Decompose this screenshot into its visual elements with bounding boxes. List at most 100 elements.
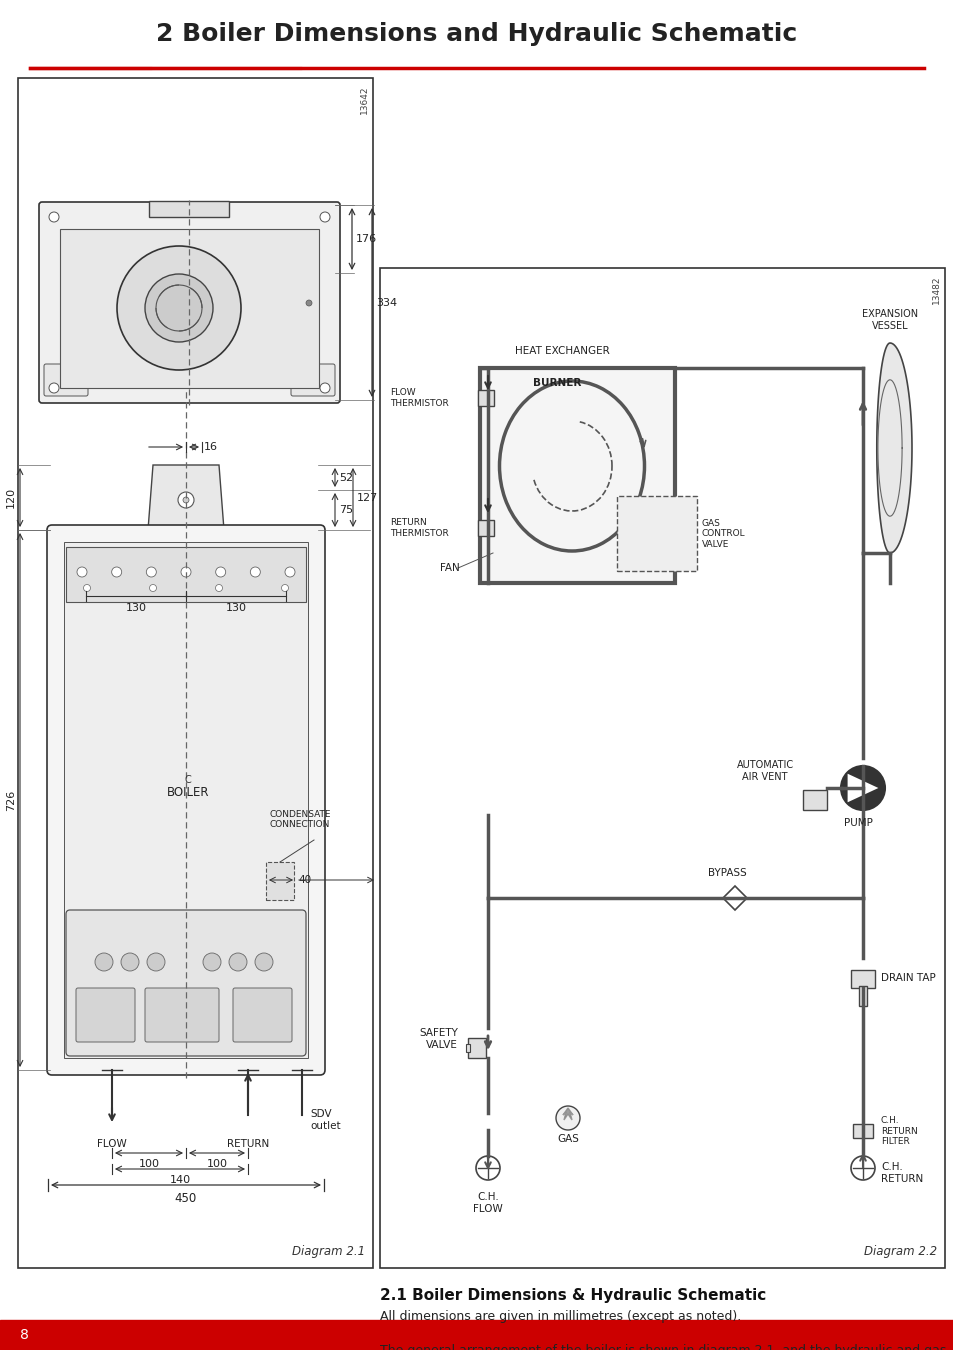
Bar: [852, 1125, 872, 1138]
Circle shape: [285, 567, 294, 576]
Bar: [850, 971, 874, 988]
Circle shape: [84, 585, 91, 591]
Text: C.H.
RETURN: C.H. RETURN: [880, 1162, 923, 1184]
Text: DRAIN TAP: DRAIN TAP: [880, 973, 935, 983]
Polygon shape: [722, 886, 746, 910]
Circle shape: [203, 953, 221, 971]
Circle shape: [112, 567, 122, 576]
Circle shape: [215, 567, 226, 576]
FancyBboxPatch shape: [44, 364, 88, 396]
Circle shape: [319, 383, 330, 393]
Text: PUMP: PUMP: [842, 818, 872, 828]
Text: 75: 75: [338, 505, 353, 514]
Text: 130: 130: [126, 603, 147, 613]
Text: GAS: GAS: [557, 1134, 578, 1143]
Circle shape: [95, 953, 112, 971]
FancyBboxPatch shape: [145, 988, 219, 1042]
Bar: [379, 269, 944, 1268]
Bar: [0, 1320, 953, 1350]
Text: C: C: [185, 775, 192, 784]
Text: 40: 40: [297, 875, 311, 886]
Bar: [617, 495, 697, 571]
Circle shape: [146, 567, 156, 576]
Circle shape: [150, 585, 156, 591]
Text: EXPANSION
VESSEL: EXPANSION VESSEL: [861, 309, 917, 331]
Text: 16: 16: [204, 441, 218, 452]
Text: FAN: FAN: [439, 563, 459, 572]
Text: SAFETY
VALVE: SAFETY VALVE: [418, 1027, 457, 1049]
Text: RETURN
THERMISTOR: RETURN THERMISTOR: [390, 518, 448, 537]
FancyBboxPatch shape: [39, 202, 339, 404]
Text: FLOW: FLOW: [97, 1139, 127, 1149]
Circle shape: [49, 212, 59, 221]
Circle shape: [183, 497, 189, 504]
Circle shape: [556, 1106, 579, 1130]
Circle shape: [281, 585, 288, 591]
Bar: [802, 790, 826, 810]
Text: BOILER: BOILER: [167, 786, 209, 799]
Text: C.H.
FLOW: C.H. FLOW: [473, 1192, 502, 1214]
Circle shape: [181, 567, 191, 576]
Text: 120: 120: [6, 487, 16, 508]
Circle shape: [178, 491, 193, 508]
Circle shape: [319, 212, 330, 221]
Bar: [468, 1038, 485, 1058]
Circle shape: [254, 953, 273, 971]
Circle shape: [850, 1156, 874, 1180]
Text: The general arrangement of the boiler is shown in diagram 2.1. and the hydraulic: The general arrangement of the boiler is…: [379, 1345, 945, 1350]
Text: Diagram 2.2: Diagram 2.2: [863, 1245, 936, 1258]
Bar: [479, 369, 675, 583]
Text: 176: 176: [355, 234, 376, 244]
Text: CONDENSATE
CONNECTION: CONDENSATE CONNECTION: [269, 810, 331, 829]
Bar: [858, 986, 866, 1006]
Polygon shape: [876, 343, 911, 554]
Circle shape: [145, 274, 213, 342]
Text: 100: 100: [138, 1160, 159, 1169]
Bar: [477, 390, 494, 406]
Text: 127: 127: [356, 493, 377, 504]
Text: SDV
outlet: SDV outlet: [310, 1110, 340, 1131]
Text: AUTOMATIC
AIR VENT: AUTOMATIC AIR VENT: [736, 760, 793, 782]
FancyBboxPatch shape: [233, 988, 292, 1042]
Circle shape: [117, 246, 241, 370]
Circle shape: [250, 567, 260, 576]
Polygon shape: [562, 1108, 573, 1120]
Text: 100: 100: [206, 1160, 227, 1169]
Bar: [66, 547, 306, 602]
Polygon shape: [148, 464, 224, 531]
Text: 726: 726: [6, 790, 16, 810]
Circle shape: [476, 1156, 499, 1180]
Text: 140: 140: [170, 1174, 191, 1185]
FancyBboxPatch shape: [66, 910, 306, 1056]
Text: BYPASS: BYPASS: [707, 868, 745, 878]
Text: 13482: 13482: [931, 275, 940, 305]
Text: HEAT EXCHANGER: HEAT EXCHANGER: [514, 346, 609, 356]
Text: 450: 450: [174, 1192, 197, 1206]
Circle shape: [229, 953, 247, 971]
Circle shape: [121, 953, 139, 971]
FancyBboxPatch shape: [291, 364, 335, 396]
Text: 2 Boiler Dimensions and Hydraulic Schematic: 2 Boiler Dimensions and Hydraulic Schema…: [156, 22, 797, 46]
Text: FLOW
THERMISTOR: FLOW THERMISTOR: [390, 389, 448, 408]
Text: 52: 52: [338, 472, 353, 483]
Circle shape: [306, 300, 312, 306]
Bar: [477, 520, 494, 536]
Bar: [465, 1044, 470, 1052]
Text: All dimensions are given in millimetres (except as noted).: All dimensions are given in millimetres …: [379, 1310, 740, 1323]
Text: 130: 130: [225, 603, 246, 613]
Bar: [64, 541, 308, 1058]
Text: 8: 8: [20, 1328, 29, 1342]
Bar: [18, 78, 373, 1268]
Text: 13642: 13642: [359, 86, 369, 115]
Circle shape: [49, 383, 59, 393]
Text: C.H.
RETURN
FILTER: C.H. RETURN FILTER: [880, 1116, 917, 1146]
FancyBboxPatch shape: [76, 988, 135, 1042]
Text: 2.1 Boiler Dimensions & Hydraulic Schematic: 2.1 Boiler Dimensions & Hydraulic Schema…: [379, 1288, 765, 1303]
Circle shape: [77, 567, 87, 576]
Text: RETURN: RETURN: [227, 1139, 269, 1149]
Bar: [266, 863, 294, 900]
Circle shape: [147, 953, 165, 971]
Text: Diagram 2.1: Diagram 2.1: [292, 1245, 365, 1258]
Circle shape: [841, 765, 884, 810]
FancyBboxPatch shape: [47, 525, 325, 1075]
